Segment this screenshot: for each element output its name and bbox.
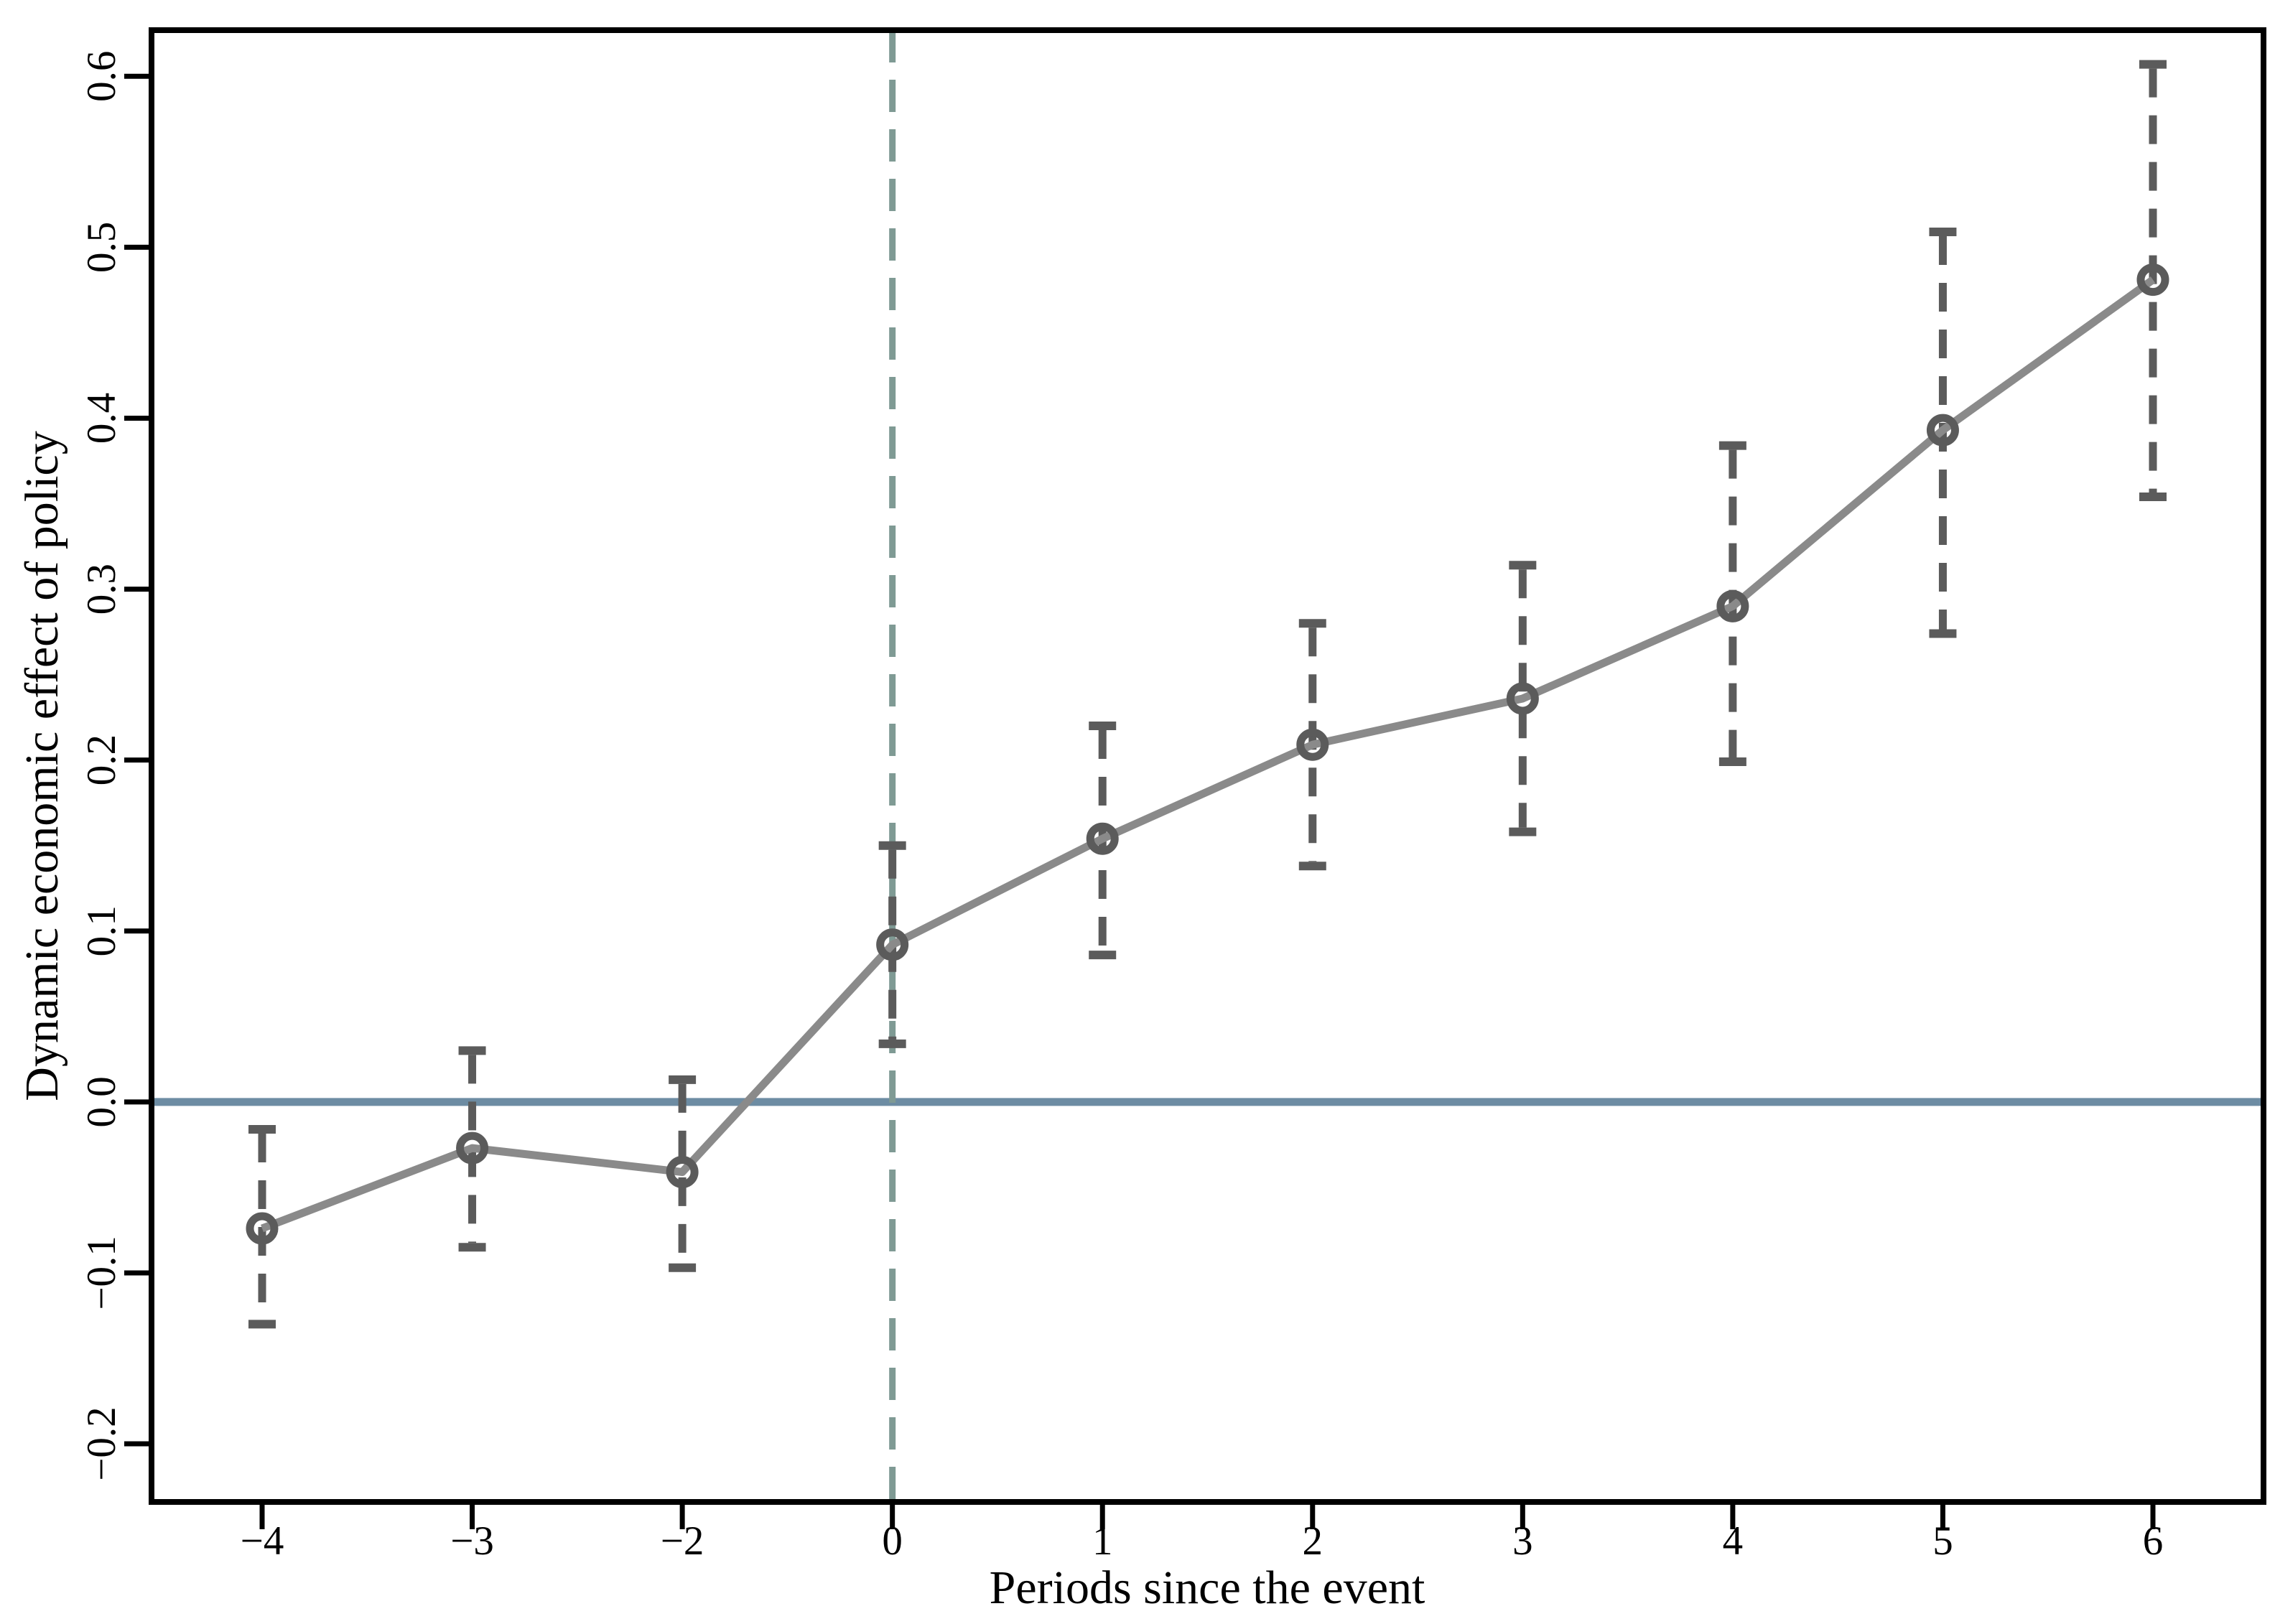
x-tick-label: 0 <box>882 1518 903 1564</box>
confidence-interval <box>248 1124 276 1329</box>
data-point-marker <box>1506 682 1539 715</box>
x-axis-title: Periods since the event <box>990 1562 1425 1614</box>
y-tick-label: 0.3 <box>79 564 124 615</box>
x-tick-label: 5 <box>1932 1518 1953 1564</box>
y-axis-title: Dynamic economic effect of policy <box>16 431 68 1101</box>
marker-layer <box>246 263 2169 1245</box>
y-tick-label: −0.2 <box>79 1406 124 1480</box>
data-point-marker <box>1086 822 1119 855</box>
x-tick-label: 3 <box>1512 1518 1533 1564</box>
x-tick-label: −3 <box>450 1518 494 1564</box>
x-tick-label: −2 <box>661 1518 704 1564</box>
data-point-marker <box>1926 414 1959 447</box>
data-point-marker <box>2136 263 2169 297</box>
series-line-layer <box>261 276 2156 1233</box>
y-tick-label: 0.5 <box>79 222 124 273</box>
data-point-marker <box>876 928 909 961</box>
data-point-marker <box>1296 728 1329 761</box>
series-line <box>261 276 2156 1233</box>
x-tick-label: −4 <box>241 1518 284 1564</box>
data-point-marker <box>1716 589 1749 622</box>
y-tick-label: 0.4 <box>79 393 124 444</box>
y-tick-label: 0.0 <box>79 1076 124 1127</box>
plot-border <box>149 27 2266 1505</box>
x-tick-label: 6 <box>2143 1518 2164 1564</box>
y-tick-label: 0.2 <box>79 734 124 785</box>
data-point-marker <box>456 1131 489 1165</box>
x-tick-label: 4 <box>1723 1518 1744 1564</box>
axes-layer: −4 −3 −2 0 1 2 3 4 5 6 0.6 0.5 0.4 0.3 0.2 0.1 0.0 −0.1 −0… <box>79 27 2266 1564</box>
confidence-interval <box>1509 561 1537 836</box>
data-point-marker <box>666 1155 699 1188</box>
x-tick-label: 1 <box>1092 1518 1113 1564</box>
y-tick-label: −0.1 <box>79 1236 124 1310</box>
y-tick-label: 0.6 <box>79 51 124 102</box>
y-tick-label: 0.1 <box>79 905 124 956</box>
data-point-marker <box>246 1212 279 1245</box>
reference-lines-layer <box>152 30 2264 1502</box>
confidence-interval <box>669 1075 697 1272</box>
x-tick-label: 2 <box>1303 1518 1323 1564</box>
